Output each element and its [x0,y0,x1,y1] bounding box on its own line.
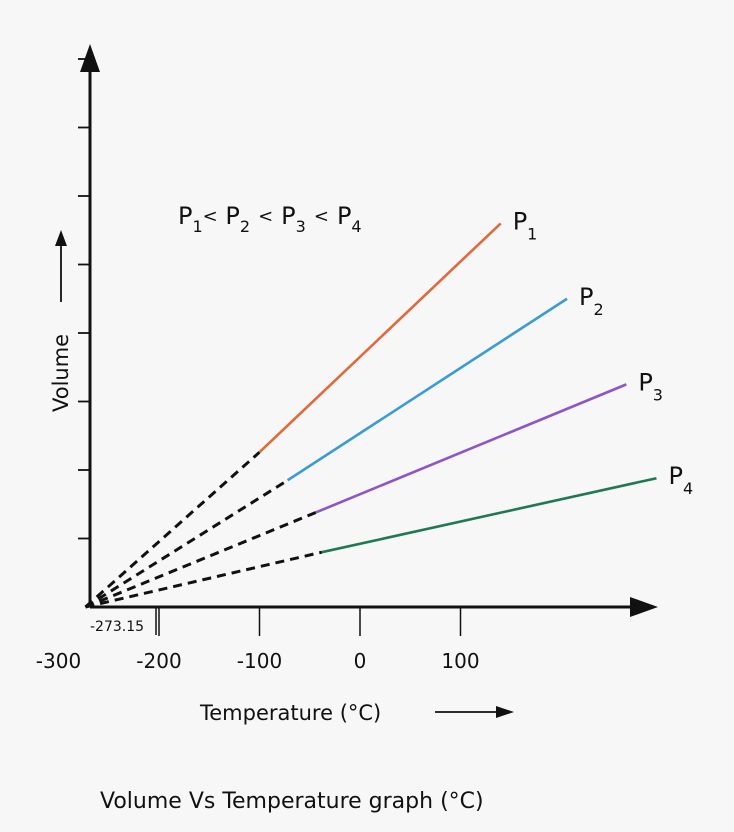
abs-zero-label: -273.15 [90,619,144,635]
series-P3-label: P3 [638,368,663,404]
x-tick-label-0: 0 [354,649,367,673]
pressure-relation: P1< P2 < P3 < P4 [178,202,362,236]
series-P1-extrapolation [84,451,261,609]
series-P4-label: P4 [668,462,693,498]
y-axis-label-group: Volume [49,334,73,412]
series-P1-label: P1 [513,207,538,243]
series-P4-extrapolation [85,550,323,609]
y-axis-label: Volume [49,334,73,412]
series-P2-extrapolation [84,479,289,609]
series-P3-extrapolation [84,511,317,609]
series-P4-line [321,476,657,554]
x-tick-label--200: -200 [136,649,181,673]
y-label-arrow-head [55,230,67,246]
x-axis-label: Temperature (°C) [199,701,381,725]
series-P3-line [315,383,627,514]
x-tick-label--300: -300 [36,649,81,673]
x-ticks: -300 -200 -100 0 100 [36,607,480,673]
y-axis-arrow [80,44,100,72]
x-tick-label-100: 100 [441,649,479,673]
series-P1-line [258,222,502,454]
x-tick-label--100: -100 [237,649,282,673]
y-ticks [78,58,90,540]
x-label-arrow-head [496,706,514,718]
chart-title: Volume Vs Temperature graph (°C) [100,789,484,814]
series-P2-line [286,297,568,482]
x-axis-arrow [630,597,658,617]
series-group: P1 P2 P3 P4 [84,207,693,609]
series-P2-label: P2 [579,283,604,319]
